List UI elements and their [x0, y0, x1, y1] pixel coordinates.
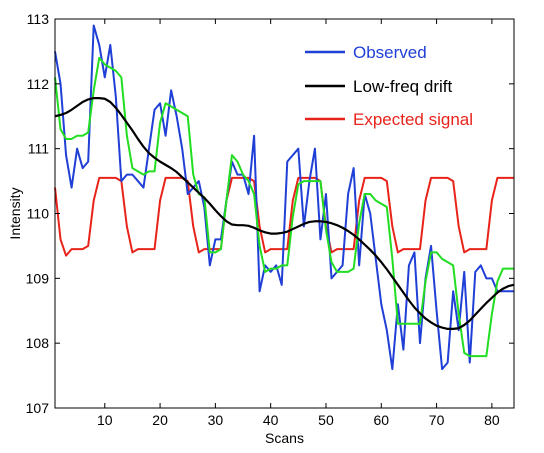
- x-tick-label: 70: [429, 412, 445, 428]
- y-tick-label: 112: [27, 76, 50, 92]
- x-tick-label: 40: [263, 412, 279, 428]
- x-tick-label: 60: [373, 412, 389, 428]
- x-tick-label: 80: [484, 412, 500, 428]
- y-tick-label: 110: [27, 206, 50, 222]
- y-tick-label: 113: [27, 11, 50, 27]
- axis-layer: 10 20 30 40 50 60 70 80 107 108 109 110 111 112 113: [26, 11, 514, 428]
- series-layer: [54, 24, 515, 371]
- legend: Observed Low-freq drift Expected signal: [305, 43, 473, 129]
- y-tick-label: 111: [28, 141, 49, 157]
- y-tick-label: 108: [26, 335, 50, 351]
- legend-label-expected-signal: Expected signal: [353, 110, 473, 129]
- series-line-low-freq-drift: [54, 96, 515, 330]
- series-line-fitted: [54, 56, 514, 358]
- x-tick-label: 10: [97, 412, 113, 428]
- y-tick-label: 109: [26, 270, 50, 286]
- y-axis-title: Intensity: [7, 187, 23, 239]
- x-axis-title: Scans: [265, 430, 304, 446]
- legend-label-low-freq-drift: Low-freq drift: [353, 77, 452, 96]
- series-line-expected-signal: [54, 176, 514, 257]
- y-tick-label: 107: [26, 400, 50, 416]
- series-line-observed: [54, 24, 514, 371]
- legend-label-observed: Observed: [353, 43, 427, 62]
- x-tick-label: 20: [152, 412, 168, 428]
- x-tick-label: 30: [208, 412, 224, 428]
- x-tick-label: 50: [318, 412, 334, 428]
